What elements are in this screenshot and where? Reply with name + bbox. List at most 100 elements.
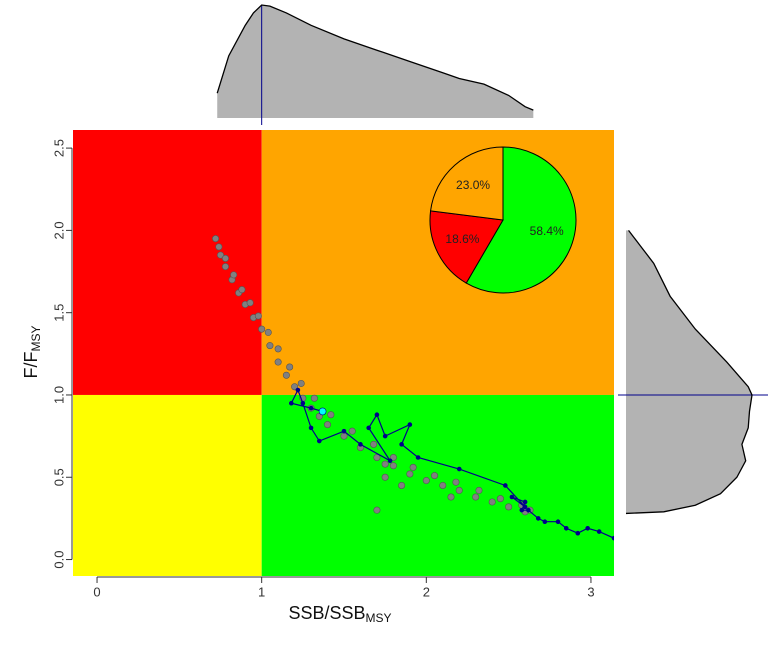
y-axis-label: F/FMSY — [21, 325, 43, 378]
cloud-point — [217, 251, 225, 259]
cloud-point — [370, 440, 378, 448]
cloud-point — [297, 379, 305, 387]
y-tick-label: 0.0 — [51, 551, 66, 569]
cloud-point — [439, 481, 447, 489]
cloud-point — [381, 460, 389, 468]
trajectory-point — [611, 535, 614, 541]
cloud-point — [310, 394, 318, 402]
cloud-point — [230, 271, 238, 279]
cloud-point — [505, 503, 513, 511]
cloud-point — [373, 454, 381, 462]
y-tick-label: 0.5 — [51, 468, 66, 486]
trajectory-point — [308, 425, 314, 431]
density-line — [216, 4, 534, 111]
cloud-point — [291, 383, 299, 391]
trajectory-point — [526, 507, 531, 513]
trajectory-point — [316, 438, 322, 444]
pie-label: 18.6% — [445, 232, 479, 246]
cloud-point — [488, 498, 496, 506]
trajectory-point — [575, 530, 581, 536]
trajectory-point — [399, 442, 404, 447]
trajectory-point — [289, 400, 294, 406]
pie-label: 23.0% — [456, 178, 490, 192]
cloud-point — [238, 286, 246, 294]
cloud-point — [327, 411, 335, 419]
cloud-point — [282, 371, 290, 379]
pie-label: 58.4% — [530, 224, 564, 238]
x-tick-label: 3 — [587, 584, 594, 599]
y-label-main: F/F — [21, 352, 41, 379]
trajectory-point — [407, 422, 413, 427]
cloud-point — [422, 477, 430, 485]
cloud-point — [389, 462, 397, 470]
trajectory-point — [456, 466, 462, 472]
y-tick-label: 1.0 — [51, 386, 66, 404]
cloud-point — [274, 345, 282, 353]
cloud-point — [373, 506, 381, 514]
x-tick-label: 0 — [93, 584, 100, 599]
trajectory-point — [509, 494, 515, 500]
trajectory-point — [295, 387, 301, 393]
y-tick-label: 1.5 — [51, 304, 66, 322]
cloud-point — [381, 473, 389, 481]
cloud-point — [431, 472, 439, 480]
trajectory-point — [374, 412, 380, 418]
trajectory-point — [555, 519, 561, 524]
density-fill — [626, 230, 752, 514]
trajectory-point — [503, 483, 508, 488]
trajectory-point — [522, 499, 528, 505]
x-tick-label: 2 — [423, 584, 430, 599]
cloud-point — [324, 421, 332, 429]
trajectory-point — [382, 433, 388, 439]
cloud-point — [409, 463, 417, 471]
trajectory-point — [308, 405, 314, 411]
trajectory-point — [300, 400, 306, 406]
trajectory-point — [585, 525, 590, 531]
trajectory-point — [415, 455, 421, 460]
trajectory-point — [318, 407, 327, 416]
quadrant — [261, 394, 614, 576]
trajectory-point — [519, 507, 525, 513]
trajectory-point — [522, 504, 528, 510]
trajectory-point — [596, 529, 602, 534]
cloud-point — [266, 342, 274, 350]
cloud-point — [274, 358, 282, 366]
x-label-main: SSB/SSB — [288, 603, 365, 623]
cloud-point — [258, 325, 266, 333]
cloud-point — [389, 454, 397, 462]
trajectory-point — [366, 425, 371, 431]
cloud-point — [221, 254, 229, 262]
cloud-point — [472, 493, 480, 501]
trajectory-point — [535, 516, 541, 521]
cloud-point — [215, 243, 223, 251]
cloud-point — [340, 432, 348, 440]
cloud-point — [212, 235, 220, 243]
cloud-point — [398, 481, 406, 489]
cloud-point — [348, 427, 356, 435]
cloud-point — [452, 478, 460, 486]
cloud-point — [286, 363, 294, 371]
trajectory-point — [542, 519, 548, 524]
y-tick-label: 2.5 — [51, 139, 66, 157]
quadrant — [73, 394, 262, 576]
cloud-point — [455, 486, 463, 494]
trajectory-point — [563, 525, 569, 531]
pie-slice — [429, 210, 504, 284]
pie-slice — [430, 146, 504, 221]
pie-slice — [465, 146, 577, 294]
cloud-point — [221, 263, 229, 271]
cloud-point — [475, 486, 483, 494]
cloud-point — [447, 493, 455, 501]
cloud-point — [264, 328, 272, 336]
density-line — [625, 229, 753, 515]
x-label-sub: MSY — [366, 611, 392, 625]
quadrant — [73, 130, 262, 395]
y-label-sub: MSY — [29, 325, 43, 351]
x-axis-label: SSB/SSBMSY — [288, 603, 391, 625]
density-fill — [217, 5, 534, 118]
trajectory-point — [387, 458, 393, 464]
cloud-point — [496, 495, 504, 503]
y-tick-label: 2.0 — [51, 221, 66, 239]
x-tick-label: 1 — [258, 584, 265, 599]
